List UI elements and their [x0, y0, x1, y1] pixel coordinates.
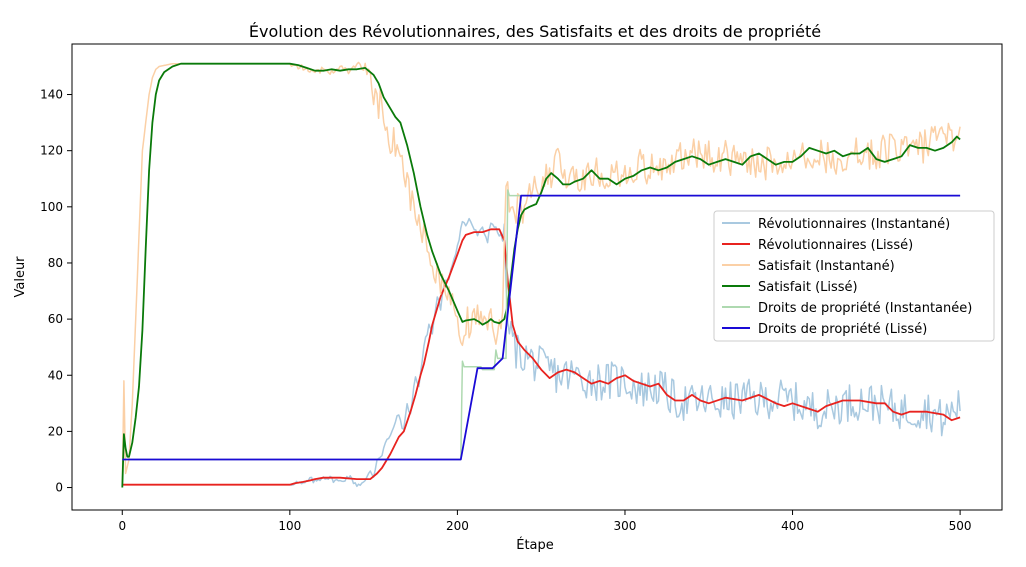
- x-axis-label: Étape: [516, 537, 554, 553]
- y-tick-label: 100: [40, 200, 63, 214]
- legend-label: Droits de propriété (Instantanée): [758, 301, 972, 316]
- legend-label: Révolutionnaires (Lissé): [758, 238, 913, 253]
- legend-label: Révolutionnaires (Instantané): [758, 217, 950, 232]
- x-tick-label: 500: [949, 519, 972, 533]
- legend-box: [713, 210, 995, 342]
- y-axis: 0 20 40 60 80 100 120 140: [40, 88, 72, 495]
- x-tick-label: 400: [781, 519, 804, 533]
- series-line-5: [122, 194, 961, 461]
- x-tick-label: 100: [278, 519, 301, 533]
- series-line-3: [121, 62, 961, 488]
- legend-label: Satisfait (Instantané): [758, 259, 895, 274]
- y-tick-label: 140: [40, 88, 63, 102]
- x-tick-label: 0: [118, 519, 126, 533]
- x-axis: 0 100 200 300 400 500: [118, 510, 972, 533]
- legend-label: Droits de propriété (Lissé): [758, 322, 927, 337]
- x-tick-label: 300: [614, 519, 637, 533]
- y-tick-label: 60: [48, 312, 63, 326]
- plot-frame: [71, 43, 1003, 511]
- legend: Révolutionnaires (Instantané) Révolutionn…: [713, 210, 995, 342]
- y-tick-label: 40: [48, 368, 63, 382]
- series-line-1: [122, 228, 961, 486]
- y-tick-label: 0: [55, 481, 63, 495]
- y-tick-label: 80: [48, 256, 63, 270]
- x-tick-label: 200: [446, 519, 469, 533]
- chart-title: Évolution des Révolutionnaires, des Sati…: [249, 22, 821, 41]
- y-axis-label: Valeur: [13, 256, 28, 298]
- plot-area: [121, 61, 961, 488]
- legend-label: Satisfait (Lissé): [758, 280, 858, 295]
- series-line-4: [122, 189, 961, 461]
- y-tick-label: 120: [40, 144, 63, 158]
- y-tick-label: 20: [48, 424, 63, 438]
